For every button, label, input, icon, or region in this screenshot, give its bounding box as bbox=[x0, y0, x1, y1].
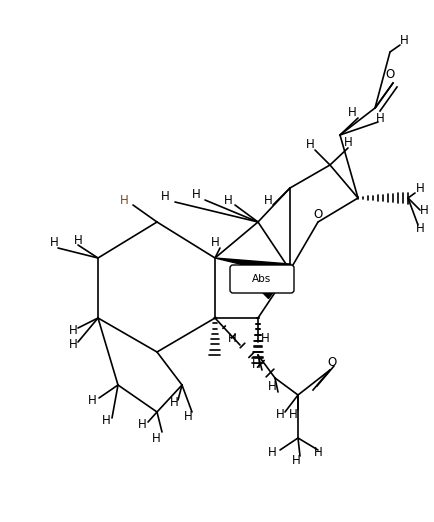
Text: H: H bbox=[119, 194, 128, 207]
Text: H: H bbox=[305, 138, 314, 151]
Text: H: H bbox=[137, 419, 146, 432]
Text: H: H bbox=[227, 331, 236, 345]
Text: H: H bbox=[183, 409, 192, 422]
Text: Abs: Abs bbox=[252, 274, 271, 284]
Text: H: H bbox=[102, 413, 110, 426]
FancyBboxPatch shape bbox=[230, 265, 293, 293]
Text: H: H bbox=[223, 194, 232, 207]
Text: H: H bbox=[210, 235, 219, 248]
Text: H: H bbox=[313, 446, 322, 459]
Text: O: O bbox=[312, 208, 322, 221]
Text: H: H bbox=[260, 331, 269, 345]
Text: H: H bbox=[49, 236, 58, 250]
Polygon shape bbox=[261, 270, 289, 299]
Text: H: H bbox=[87, 394, 96, 407]
Text: H: H bbox=[414, 183, 424, 196]
Text: H: H bbox=[191, 187, 200, 200]
Text: H: H bbox=[169, 397, 178, 409]
Text: H: H bbox=[419, 204, 427, 217]
Text: H: H bbox=[160, 189, 169, 203]
Text: H: H bbox=[267, 446, 276, 459]
Text: H: H bbox=[69, 324, 77, 337]
Text: H: H bbox=[267, 379, 276, 393]
Text: H: H bbox=[375, 112, 384, 125]
Text: H: H bbox=[291, 454, 300, 467]
Text: H: H bbox=[73, 233, 82, 246]
Text: H: H bbox=[347, 106, 355, 120]
Text: H: H bbox=[399, 33, 408, 46]
Text: O: O bbox=[385, 68, 394, 81]
Text: H: H bbox=[263, 194, 272, 207]
Text: O: O bbox=[327, 355, 336, 369]
Polygon shape bbox=[214, 258, 290, 276]
Text: H: H bbox=[275, 409, 284, 421]
Polygon shape bbox=[241, 270, 289, 284]
Text: H: H bbox=[151, 432, 160, 445]
Text: H: H bbox=[414, 221, 424, 234]
Text: H: H bbox=[343, 136, 352, 149]
Text: H: H bbox=[288, 409, 297, 421]
Text: H: H bbox=[251, 358, 260, 371]
Text: H: H bbox=[69, 338, 77, 351]
